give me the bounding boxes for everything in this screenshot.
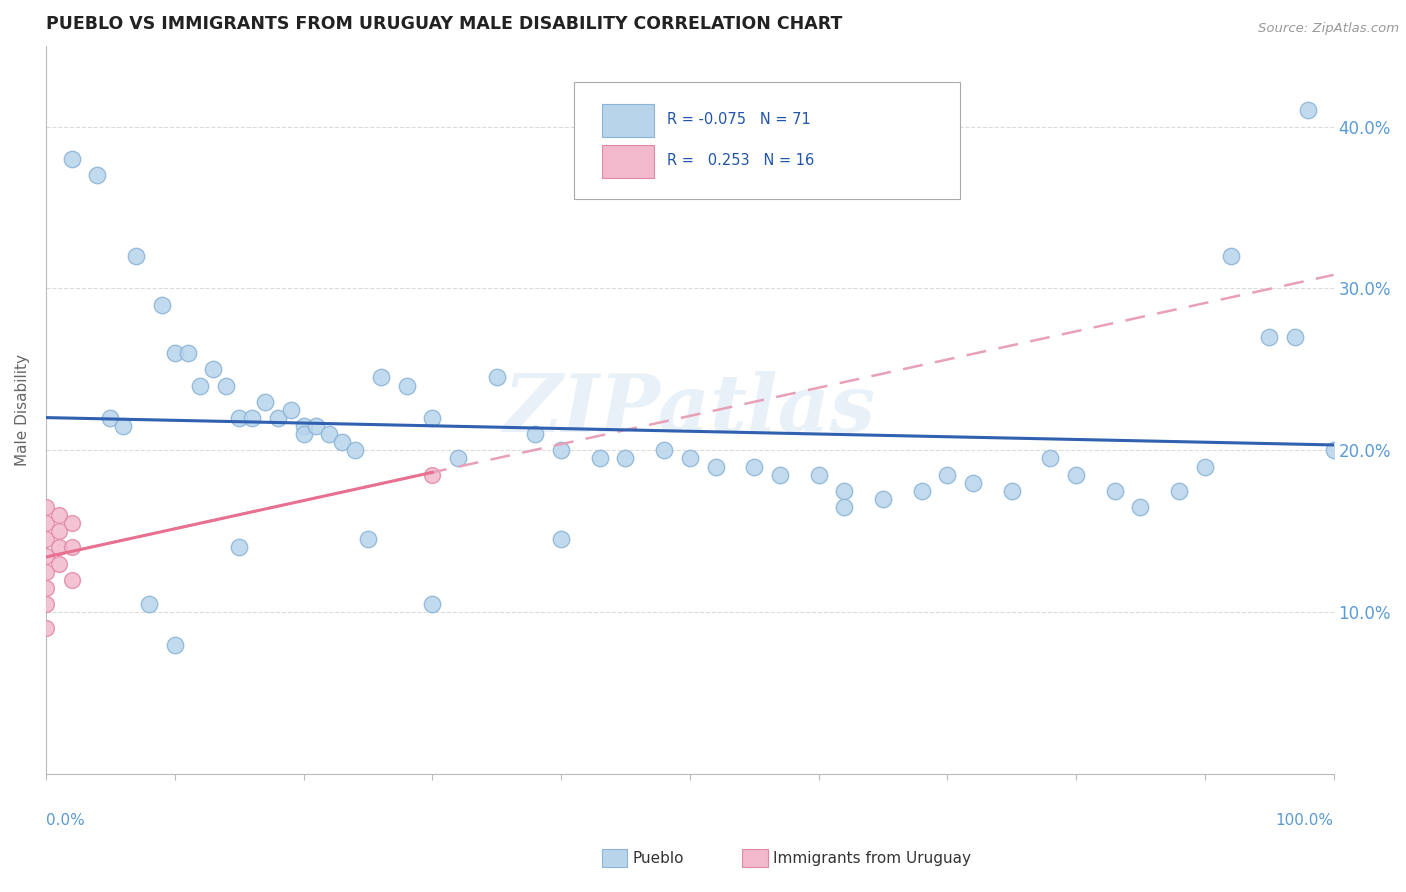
Point: [35, 597, 58, 611]
Point: [550, 533, 572, 547]
Point: [292, 427, 315, 442]
Point: [769, 467, 792, 482]
Text: ZIPatlas: ZIPatlas: [503, 371, 876, 449]
Point: [48, 524, 70, 539]
Point: [834, 500, 856, 514]
Point: [35, 621, 58, 635]
Point: [420, 411, 443, 425]
Point: [524, 427, 547, 442]
Point: [652, 443, 675, 458]
Point: [807, 467, 830, 482]
Point: [614, 451, 637, 466]
Point: [1039, 451, 1062, 466]
Y-axis label: Male Disability: Male Disability: [15, 354, 30, 466]
Point: [1064, 467, 1087, 482]
Point: [1323, 443, 1346, 458]
Text: Immigrants from Uruguay: Immigrants from Uruguay: [773, 851, 972, 865]
Point: [48, 541, 70, 555]
Text: R = -0.075   N = 71: R = -0.075 N = 71: [666, 112, 810, 127]
Point: [1284, 330, 1306, 344]
Text: R =   0.253   N = 16: R = 0.253 N = 16: [666, 153, 814, 169]
Point: [228, 411, 250, 425]
Point: [163, 346, 186, 360]
Point: [35, 549, 58, 563]
Point: [910, 483, 932, 498]
FancyBboxPatch shape: [602, 104, 654, 136]
Point: [190, 378, 212, 392]
Point: [35, 533, 58, 547]
Point: [395, 378, 418, 392]
Point: [60, 541, 83, 555]
Point: [240, 411, 263, 425]
Point: [357, 533, 380, 547]
Point: [370, 370, 392, 384]
Point: [35, 500, 58, 514]
Point: [150, 298, 173, 312]
Point: [1104, 483, 1126, 498]
Point: [176, 346, 198, 360]
Point: [447, 451, 470, 466]
Point: [834, 483, 856, 498]
Point: [485, 370, 508, 384]
Point: [420, 467, 443, 482]
Point: [679, 451, 702, 466]
Point: [163, 638, 186, 652]
Point: [215, 378, 238, 392]
Point: [60, 516, 83, 531]
Point: [98, 411, 121, 425]
Text: 100.0%: 100.0%: [1275, 813, 1334, 828]
Point: [138, 597, 160, 611]
Point: [318, 427, 340, 442]
Point: [125, 249, 148, 263]
Point: [267, 411, 290, 425]
Point: [330, 435, 353, 450]
Point: [292, 419, 315, 434]
Point: [305, 419, 328, 434]
Text: 0.0%: 0.0%: [46, 813, 84, 828]
FancyBboxPatch shape: [574, 82, 960, 199]
Point: [48, 508, 70, 522]
Point: [1219, 249, 1241, 263]
Point: [343, 443, 366, 458]
Point: [1194, 459, 1216, 474]
Point: [112, 419, 135, 434]
Point: [60, 152, 83, 166]
Point: [1258, 330, 1281, 344]
Point: [589, 451, 612, 466]
Point: [742, 459, 765, 474]
Point: [872, 491, 894, 506]
Text: Pueblo: Pueblo: [633, 851, 685, 865]
Point: [550, 443, 572, 458]
Point: [1296, 103, 1319, 118]
Point: [48, 557, 70, 571]
Point: [60, 573, 83, 587]
Text: PUEBLO VS IMMIGRANTS FROM URUGUAY MALE DISABILITY CORRELATION CHART: PUEBLO VS IMMIGRANTS FROM URUGUAY MALE D…: [46, 15, 842, 33]
Point: [228, 541, 250, 555]
Point: [35, 516, 58, 531]
Point: [35, 581, 58, 595]
Point: [202, 362, 225, 376]
Point: [1168, 483, 1191, 498]
FancyBboxPatch shape: [602, 145, 654, 178]
Point: [1001, 483, 1024, 498]
Point: [253, 394, 276, 409]
Point: [704, 459, 727, 474]
Point: [35, 565, 58, 579]
Point: [962, 475, 984, 490]
Text: Source: ZipAtlas.com: Source: ZipAtlas.com: [1258, 22, 1399, 36]
Point: [280, 402, 302, 417]
Point: [936, 467, 959, 482]
Point: [420, 597, 443, 611]
Point: [1129, 500, 1152, 514]
Point: [86, 168, 108, 182]
